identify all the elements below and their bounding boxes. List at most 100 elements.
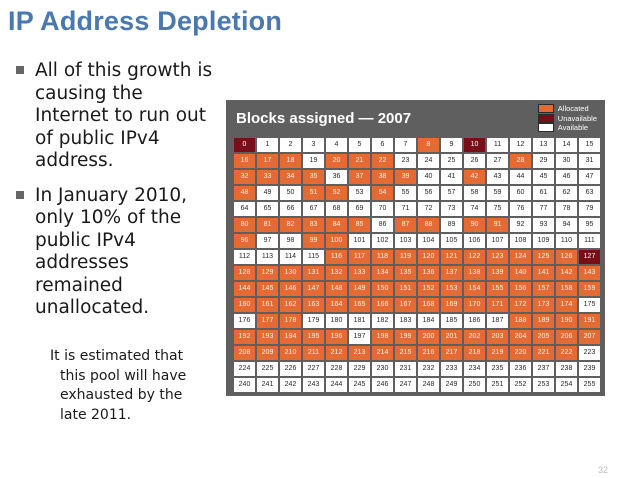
legend-label: Allocated (557, 104, 589, 114)
block-cell-allocated: 188 (510, 314, 531, 328)
block-cell-allocated: 122 (464, 250, 485, 264)
block-cell-available: 65 (257, 202, 278, 216)
block-cell-allocated: 208 (234, 346, 255, 360)
legend-item-available: Available (537, 123, 597, 133)
block-cell-available: 75 (487, 202, 508, 216)
block-cell-available: 68 (326, 202, 347, 216)
block-cell-allocated: 129 (257, 266, 278, 280)
bullet-item: In January 2010, only 10% of the public … (14, 185, 214, 320)
block-cell-available: 78 (556, 202, 577, 216)
block-cell-available: 110 (556, 234, 577, 248)
block-cell-available: 6 (372, 138, 393, 152)
block-cell-allocated: 196 (326, 330, 347, 344)
block-cell-allocated: 194 (280, 330, 301, 344)
block-cell-available: 197 (349, 330, 370, 344)
estimate-note-line: late 2011. (60, 406, 132, 423)
block-cell-available: 186 (464, 314, 485, 328)
block-cell-allocated: 126 (556, 250, 577, 264)
block-cell-available: 111 (579, 234, 600, 248)
block-cell-allocated: 189 (533, 314, 554, 328)
block-cell-available: 31 (579, 154, 600, 168)
block-cell-allocated: 204 (510, 330, 531, 344)
block-cell-allocated: 17 (257, 154, 278, 168)
legend-swatch (537, 113, 554, 123)
block-cell-allocated: 145 (257, 282, 278, 296)
block-cell-allocated: 85 (349, 218, 370, 232)
block-cell-allocated: 154 (464, 282, 485, 296)
block-cell-available: 225 (257, 362, 278, 376)
block-cell-allocated: 128 (234, 266, 255, 280)
block-cell-allocated: 167 (395, 298, 416, 312)
block-cell-allocated: 135 (395, 266, 416, 280)
block-cell-available: 41 (441, 170, 462, 184)
block-cell-available: 46 (556, 170, 577, 184)
block-cell-available: 50 (280, 186, 301, 200)
block-cell-allocated: 152 (418, 282, 439, 296)
block-cell-available: 27 (487, 154, 508, 168)
block-cell-available: 15 (579, 138, 600, 152)
block-cell-allocated: 132 (326, 266, 347, 280)
block-cell-available: 102 (372, 234, 393, 248)
block-cell-allocated: 206 (556, 330, 577, 344)
block-cell-available: 24 (418, 154, 439, 168)
block-cell-allocated: 163 (303, 298, 324, 312)
block-cell-available: 175 (579, 298, 600, 312)
blocks-assigned-figure: Blocks assigned — 2007 Allocated Unavail… (226, 100, 605, 396)
block-cell-available: 94 (556, 218, 577, 232)
block-cell-available: 62 (556, 186, 577, 200)
block-cell-allocated: 125 (533, 250, 554, 264)
block-cell-allocated: 147 (303, 282, 324, 296)
block-cell-available: 98 (280, 234, 301, 248)
block-cell-available: 9 (441, 138, 462, 152)
block-cell-available: 97 (257, 234, 278, 248)
block-cell-available: 76 (510, 202, 531, 216)
block-cell-allocated: 130 (280, 266, 301, 280)
block-cell-available: 56 (418, 186, 439, 200)
block-cell-allocated: 170 (464, 298, 485, 312)
block-cell-allocated: 214 (372, 346, 393, 360)
block-cell-allocated: 215 (395, 346, 416, 360)
block-cell-allocated: 117 (349, 250, 370, 264)
block-cell-allocated: 165 (349, 298, 370, 312)
estimate-note: It is estimated that this pool will have… (50, 347, 210, 425)
block-cell-available: 73 (441, 202, 462, 216)
block-cell-available: 248 (418, 378, 439, 392)
block-cell-allocated: 150 (372, 282, 393, 296)
block-cell-available: 13 (533, 138, 554, 152)
block-cell-available: 252 (510, 378, 531, 392)
page-number: 32 (597, 465, 608, 475)
block-cell-available: 253 (533, 378, 554, 392)
legend-swatch (537, 123, 554, 133)
block-cell-allocated: 51 (303, 186, 324, 200)
block-cell-available: 74 (464, 202, 485, 216)
block-cell-available: 255 (579, 378, 600, 392)
block-cell-available: 77 (533, 202, 554, 216)
block-cell-available: 4 (326, 138, 347, 152)
block-cell-allocated: 116 (326, 250, 347, 264)
block-cell-available: 55 (395, 186, 416, 200)
block-cell-allocated: 121 (441, 250, 462, 264)
figure-legend: Allocated Unavailable Available (537, 104, 597, 133)
block-cell-allocated: 18 (280, 154, 301, 168)
block-cell-available: 232 (418, 362, 439, 376)
block-cell-available: 179 (303, 314, 324, 328)
block-cell-allocated: 202 (464, 330, 485, 344)
block-cell-allocated: 142 (556, 266, 577, 280)
block-cell-available: 5 (349, 138, 370, 152)
block-cell-allocated: 168 (418, 298, 439, 312)
block-cell-allocated: 159 (579, 282, 600, 296)
block-cell-allocated: 162 (280, 298, 301, 312)
block-cell-allocated: 212 (326, 346, 347, 360)
block-cell-available: 224 (234, 362, 255, 376)
bullet-square-icon (16, 190, 24, 199)
block-cell-available: 104 (418, 234, 439, 248)
block-cell-allocated: 191 (579, 314, 600, 328)
block-cell-allocated: 173 (533, 298, 554, 312)
block-cell-allocated: 205 (533, 330, 554, 344)
block-cell-available: 79 (579, 202, 600, 216)
block-cell-available: 92 (510, 218, 531, 232)
block-cell-allocated: 222 (556, 346, 577, 360)
block-cell-available: 241 (257, 378, 278, 392)
block-cell-allocated: 219 (487, 346, 508, 360)
block-cell-allocated: 158 (556, 282, 577, 296)
